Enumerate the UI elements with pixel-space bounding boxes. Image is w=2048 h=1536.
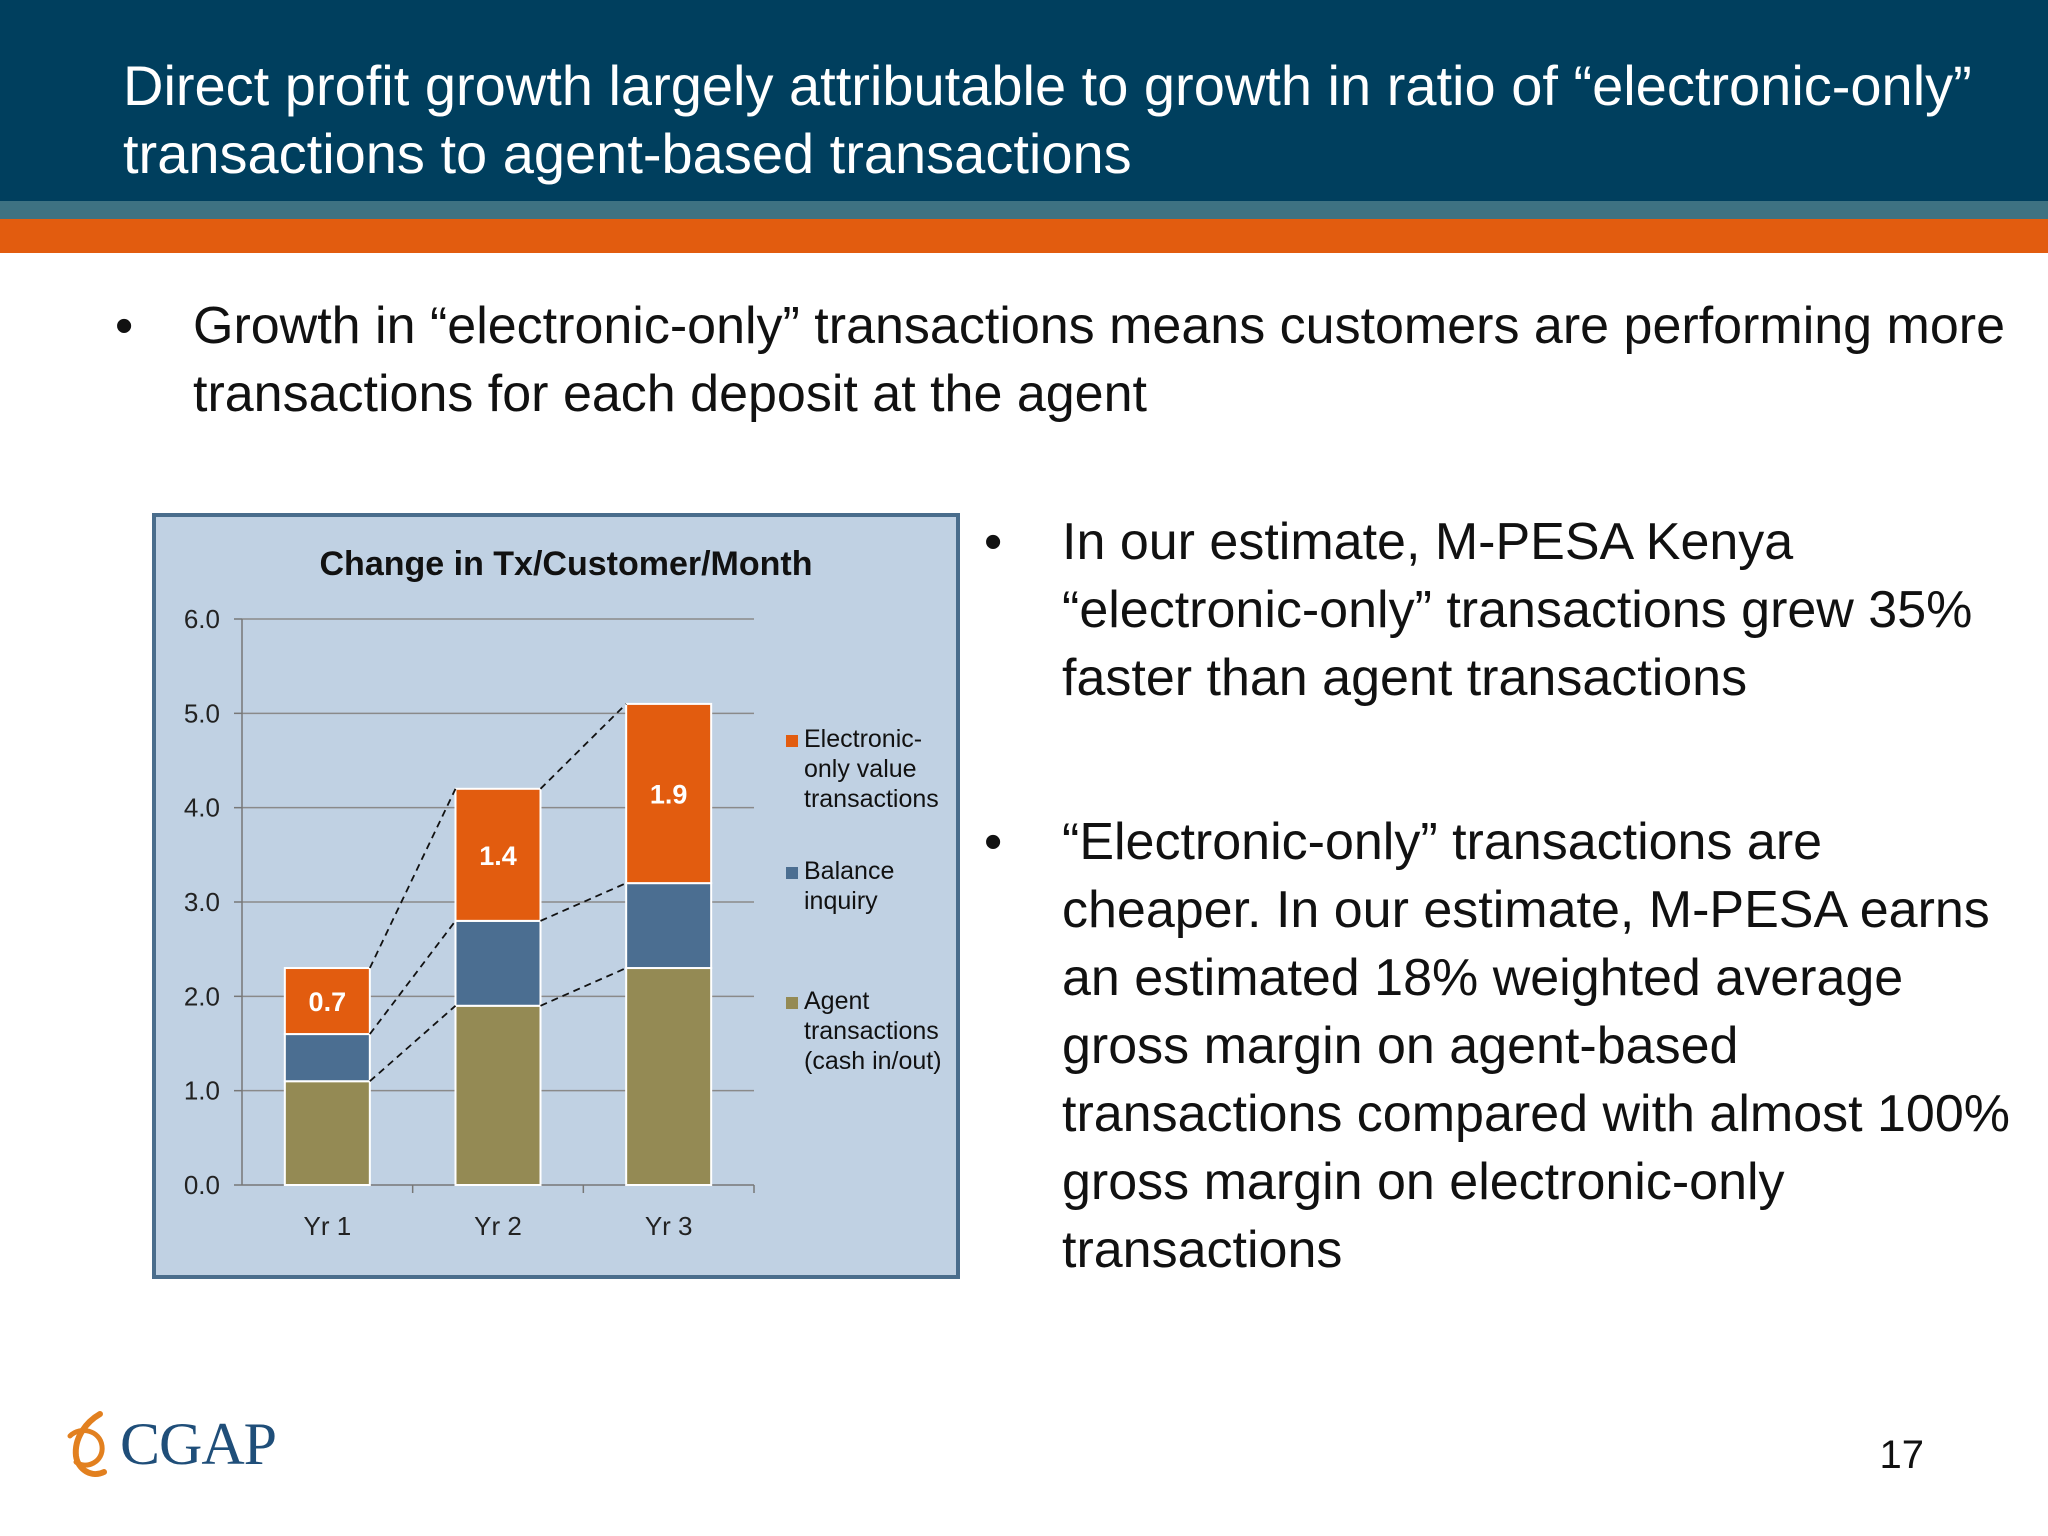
legend-label: Balance xyxy=(804,857,894,885)
data-label: 0.7 xyxy=(309,987,347,1017)
bullet-item-1: • Growth in “electronic-only” transactio… xyxy=(115,292,2013,428)
y-tick-label: 0.0 xyxy=(184,1170,220,1200)
bar-segment xyxy=(625,967,713,1186)
y-tick-label: 3.0 xyxy=(184,887,220,917)
teal-divider-band xyxy=(0,201,2048,219)
slide-title: Direct profit growth largely attributabl… xyxy=(123,54,1972,185)
bullet-item-2: • In our estimate, M-PESA Kenya “electro… xyxy=(984,508,2012,712)
legend-swatch xyxy=(786,735,798,747)
bar-segment xyxy=(283,1033,371,1083)
data-label: 1.4 xyxy=(479,841,517,871)
connector-line xyxy=(539,703,627,790)
orange-divider-band xyxy=(0,219,2048,253)
bullet-dot: • xyxy=(984,513,1003,571)
y-tick-label: 6.0 xyxy=(184,604,220,634)
bar-segment xyxy=(454,1004,542,1186)
stacked-bar-chart: Change in Tx/Customer/Month 0.0 1.0 2.0 3.0 4… xyxy=(152,513,960,1279)
cgap-swirl-icon xyxy=(67,1411,107,1477)
legend-label: transactions xyxy=(804,1017,939,1045)
x-tick-label: Yr 3 xyxy=(645,1211,693,1241)
y-tick-label: 5.0 xyxy=(184,698,220,728)
bar-segment xyxy=(283,967,371,1036)
slide-header: Direct profit growth largely attributabl… xyxy=(0,0,2048,201)
bullet-text: “Electronic-only” transactions are cheap… xyxy=(1062,813,2011,1279)
bullet-item-3: • “Electronic-only” transactions are che… xyxy=(984,808,2012,1284)
legend-label: Electronic- xyxy=(804,725,922,753)
data-label: 1.9 xyxy=(650,780,688,810)
legend-swatch xyxy=(786,867,798,879)
chart-canvas: Change in Tx/Customer/Month 0.0 1.0 2.0 3.0 4… xyxy=(184,545,942,1241)
page-number: 17 xyxy=(1879,1433,1925,1477)
bar-segment xyxy=(625,702,713,885)
connector-line xyxy=(540,967,627,1007)
bullet-text: Growth in “electronic-only” transactions… xyxy=(193,297,2006,423)
connector-line xyxy=(369,1005,457,1082)
y-tick-label: 2.0 xyxy=(184,981,220,1011)
legend-label: inquiry xyxy=(804,887,878,915)
bullet-dot: • xyxy=(115,297,134,355)
y-tick-label: 1.0 xyxy=(184,1076,220,1106)
x-tick-label: Yr 2 xyxy=(474,1211,522,1241)
bar-segment xyxy=(454,787,542,922)
bullet-text: In our estimate, M-PESA Kenya “electroni… xyxy=(1062,513,1973,707)
legend-label: (cash in/out) xyxy=(804,1047,942,1075)
legend-swatch xyxy=(786,997,798,1009)
connector-line xyxy=(369,788,457,969)
connector-line xyxy=(540,882,627,922)
cgap-logo: CGAP xyxy=(56,1408,296,1483)
logo-wordmark: CGAP xyxy=(120,1411,277,1477)
chart-title: Change in Tx/Customer/Month xyxy=(320,545,813,583)
x-tick-label: Yr 1 xyxy=(303,1211,351,1241)
legend-label: only value xyxy=(804,755,917,783)
y-tick-label: 4.0 xyxy=(184,793,220,823)
bar-segment xyxy=(454,919,542,1007)
bar-segment xyxy=(625,882,713,970)
legend-label: transactions xyxy=(804,785,939,813)
bullet-dot: • xyxy=(984,813,1003,871)
legend-label: Agent xyxy=(804,987,869,1015)
bar-segment xyxy=(283,1080,371,1187)
